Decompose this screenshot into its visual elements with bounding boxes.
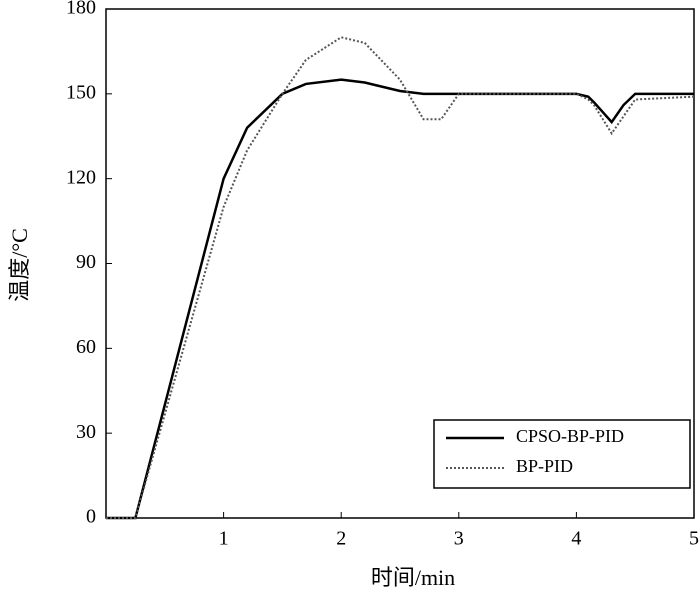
- y-axis-label: 温度/°C: [7, 228, 32, 302]
- y-tick-label: 150: [66, 81, 96, 103]
- x-tick-label: 2: [336, 528, 346, 550]
- y-tick-label: 120: [66, 166, 96, 188]
- series-line: [106, 78, 694, 520]
- legend-box: [433, 419, 691, 489]
- y-tick-label: 180: [66, 0, 96, 19]
- x-axis-label: 时间/min: [371, 565, 455, 590]
- y-tick-label: 30: [76, 421, 96, 443]
- y-tick-label: 90: [76, 251, 96, 273]
- x-tick-label: 1: [219, 528, 229, 550]
- y-tick-label: 0: [86, 506, 96, 528]
- y-tick-label: 60: [76, 336, 96, 358]
- legend-label: CPSO-BP-PID: [516, 426, 624, 446]
- series-line: [106, 36, 695, 519]
- legend-label: BP-PID: [516, 456, 573, 476]
- x-tick-label: 3: [454, 528, 464, 550]
- x-tick-label: 4: [571, 528, 581, 550]
- x-tick-label: 5: [689, 528, 699, 550]
